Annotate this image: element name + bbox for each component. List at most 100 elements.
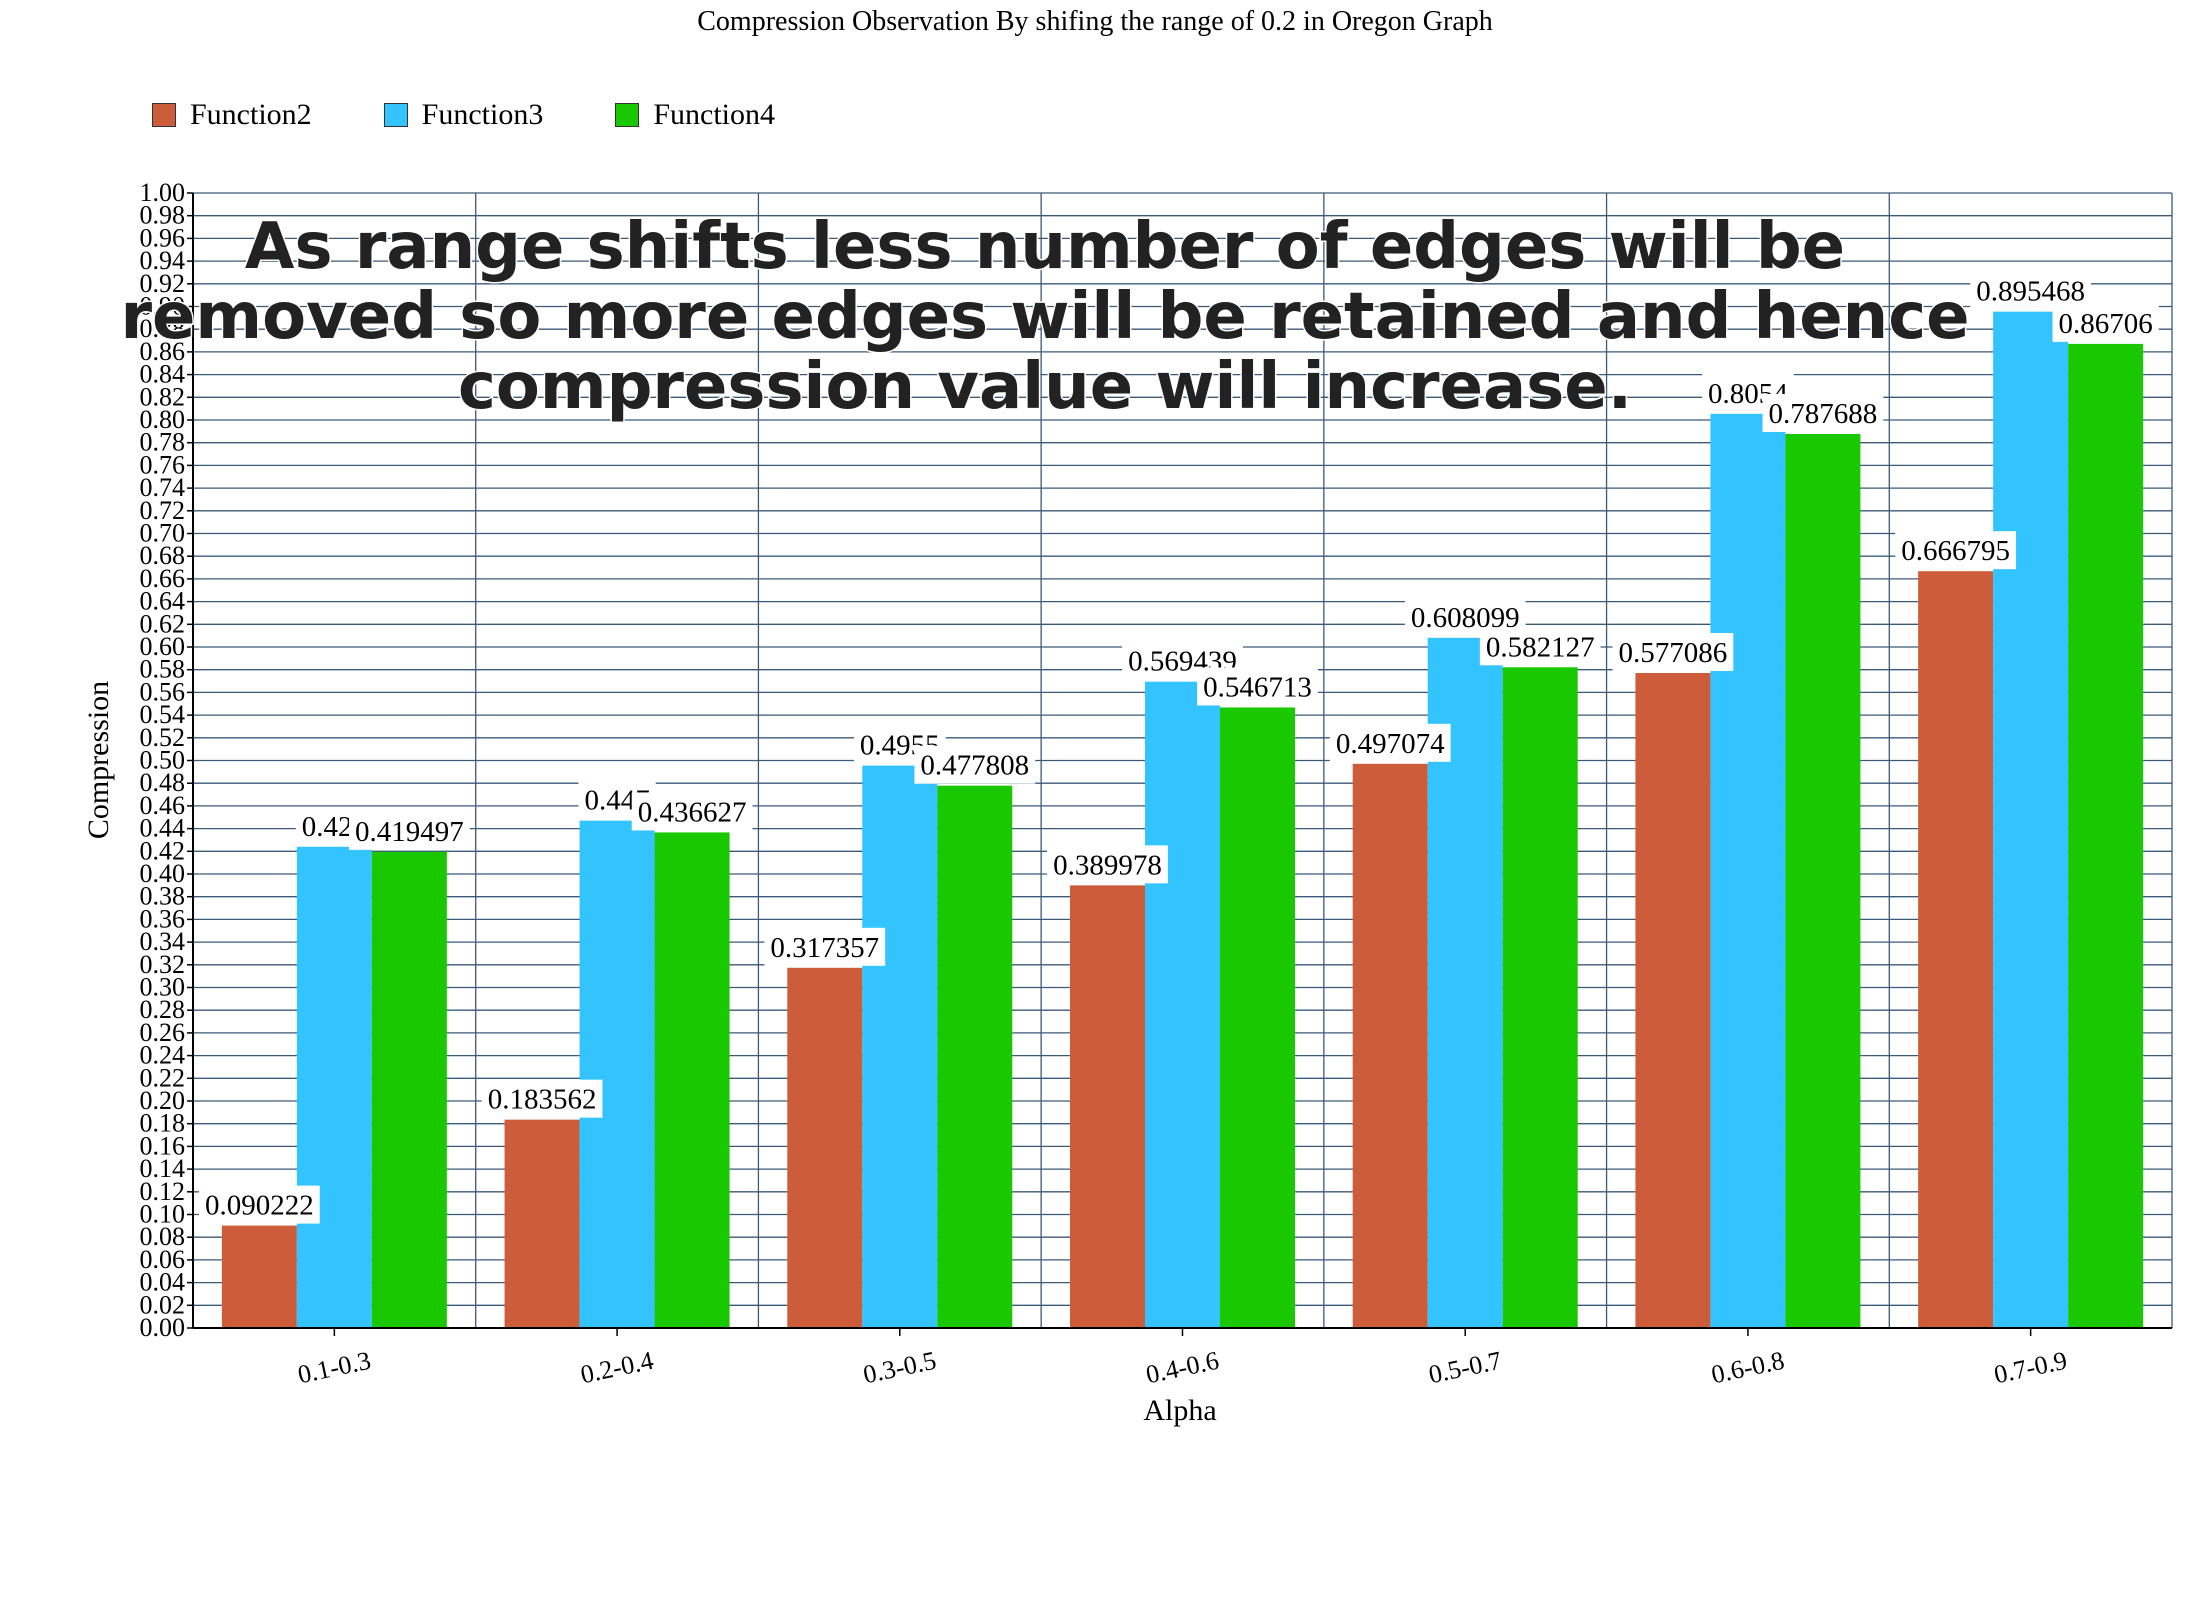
bar-function3-0.1-0.3[interactable] [296, 846, 372, 1328]
y-tick-label: 0.38 [140, 882, 186, 911]
data-label-background [1479, 627, 1601, 666]
bar-function2-0.5-0.7[interactable] [1352, 763, 1428, 1328]
data-label-text: 0.577086 [1619, 637, 1728, 669]
legend-label-function2: Function2 [190, 98, 312, 131]
bar-function4-0.5-0.7[interactable] [1502, 667, 1578, 1328]
y-tick-label: 0.52 [140, 723, 186, 752]
y-tick-label: 0.82 [140, 382, 186, 411]
y-tick-label: 0.48 [140, 768, 186, 797]
bar-function3-0.2-0.4[interactable] [579, 820, 655, 1328]
bar-function2-0.1-0.3[interactable] [221, 1225, 297, 1328]
data-labels: 0.0902220.4240.4194970.1835620.4470.4366… [198, 271, 2159, 1224]
bar-function2-0.7-0.9[interactable] [1918, 571, 1994, 1328]
data-label-text: 0.497074 [1336, 728, 1445, 760]
bar-function4-0.6-0.8[interactable] [1785, 433, 1861, 1328]
legend-label-function3: Function3 [421, 98, 544, 131]
bar-function3-0.6-0.8[interactable] [1710, 413, 1786, 1329]
x-tick-label-0.4-0.6: 0.4-0.6 [1143, 1346, 1221, 1390]
data-label-function2-0.3-0.5: 0.317357 [764, 927, 886, 966]
data-label-function4-0.3-0.5: 0.477808 [914, 745, 1036, 784]
y-tick-label: 0.42 [140, 836, 186, 865]
data-label-function2-0.7-0.9: 0.666795 [1895, 531, 2017, 570]
bar-function2-0.4-0.6[interactable] [1070, 885, 1145, 1328]
data-label-text: 0.787688 [1769, 398, 1878, 430]
y-tick-label: 0.66 [140, 564, 186, 593]
data-label-background [481, 1079, 603, 1118]
y-tick-label: 0.02 [140, 1290, 186, 1319]
y-tick-label: 0.62 [140, 609, 186, 638]
y-tick-label: 0.64 [140, 587, 186, 616]
x-tick-label-0.2-0.4: 0.2-0.4 [578, 1346, 656, 1390]
bar-function4-0.7-0.9[interactable] [2068, 343, 2144, 1328]
data-label-background [1970, 271, 2092, 310]
data-label-function3-0.7-0.9: 0.895468 [1970, 271, 2092, 310]
bar-function2-0.3-0.5[interactable] [787, 967, 863, 1328]
data-label-function4-0.6-0.8: 0.787688 [1762, 393, 1884, 432]
bar-function4-0.3-0.5[interactable] [937, 785, 1013, 1328]
y-tick-label: 0.12 [140, 1177, 186, 1206]
data-label-function2-0.4-0.6: 0.389978 [1047, 845, 1168, 884]
data-label-text: 0.582127 [1486, 631, 1595, 663]
y-tick-label: 1.00 [140, 178, 186, 207]
y-tick-label: 0.60 [140, 632, 186, 661]
bar-function4-0.4-0.6[interactable] [1220, 707, 1295, 1328]
bar-function4-0.1-0.3[interactable] [371, 851, 447, 1328]
data-label-background [2052, 303, 2159, 342]
data-label-function4-0.5-0.7: 0.582127 [1479, 627, 1601, 666]
y-tick-label: 0.36 [140, 904, 186, 933]
annotation-line-3: compression value will increase. [458, 350, 1632, 424]
x-tick-label-0.6-0.8: 0.6-0.8 [1709, 1346, 1787, 1390]
y-tick-label: 0.00 [140, 1313, 186, 1342]
legend-item-function2[interactable]: Function2 [152, 98, 312, 132]
data-label-function4-0.7-0.9: 0.86706 [2052, 303, 2159, 342]
y-tick-label: 0.06 [140, 1245, 186, 1274]
data-label-text: 0.86706 [2059, 308, 2153, 340]
y-tick-label: 0.20 [140, 1086, 186, 1115]
legend-swatch-function4 [615, 103, 640, 127]
bar-function4-0.2-0.4[interactable] [654, 832, 730, 1328]
data-label-text: 0.895468 [1976, 276, 2085, 308]
y-tick-label: 0.90 [140, 292, 186, 321]
data-label-background [1895, 531, 2017, 570]
y-tick-label: 0.86 [140, 337, 186, 366]
y-tick-label: 0.68 [140, 541, 186, 570]
data-label-function4-0.2-0.4: 0.436627 [631, 792, 753, 831]
x-axis-title: Alpha [1143, 1394, 1216, 1427]
data-label-background [1197, 667, 1318, 706]
bar-function2-0.2-0.4[interactable] [504, 1119, 580, 1328]
legend-swatch-function3 [383, 103, 408, 127]
data-label-text: 0.436627 [638, 796, 747, 828]
y-tick-label: 0.92 [140, 269, 186, 298]
bars [221, 311, 2144, 1329]
y-tick-label: 0.26 [140, 1018, 186, 1047]
data-label-function4-0.4-0.6: 0.546713 [1197, 667, 1318, 706]
x-tick-label-0.7-0.9: 0.7-0.9 [1991, 1346, 2069, 1390]
y-tick-label: 0.74 [140, 473, 186, 502]
annotation-line-2: removed so more edges will be retained a… [120, 280, 1969, 354]
y-tick-label: 0.80 [140, 405, 186, 434]
y-tick-label: 0.14 [140, 1154, 186, 1183]
data-label-background [1762, 393, 1884, 432]
bar-function3-0.7-0.9[interactable] [1993, 311, 2069, 1329]
y-tick-label: 0.44 [140, 814, 186, 843]
y-tick-label: 0.32 [140, 950, 186, 979]
data-label-text: 0.090222 [205, 1190, 314, 1222]
y-tick-label: 0.40 [140, 859, 186, 888]
bar-function2-0.6-0.8[interactable] [1635, 673, 1711, 1328]
legend-swatch-function2 [152, 103, 176, 127]
data-label-background [1047, 845, 1168, 884]
legend-item-function3[interactable]: Function3 [383, 98, 544, 132]
data-label-text: 0.666795 [1901, 535, 2010, 567]
y-tick-label: 0.50 [140, 746, 186, 775]
y-tick-label: 0.08 [140, 1222, 186, 1251]
legend-item-function4[interactable]: Function4 [615, 98, 775, 132]
bar-function3-0.3-0.5[interactable] [862, 765, 938, 1328]
data-label-text: 0.477808 [920, 750, 1029, 782]
bar-function3-0.4-0.6[interactable] [1145, 681, 1220, 1328]
y-tick-label: 0.22 [140, 1063, 186, 1092]
tick-labels: 0.000.020.040.060.080.100.120.140.160.18… [140, 178, 2070, 1389]
data-label-function2-0.2-0.4: 0.183562 [481, 1079, 603, 1118]
y-axis-title: Compression [82, 681, 115, 839]
data-label-background [914, 745, 1036, 784]
y-tick-label: 0.94 [140, 246, 186, 275]
